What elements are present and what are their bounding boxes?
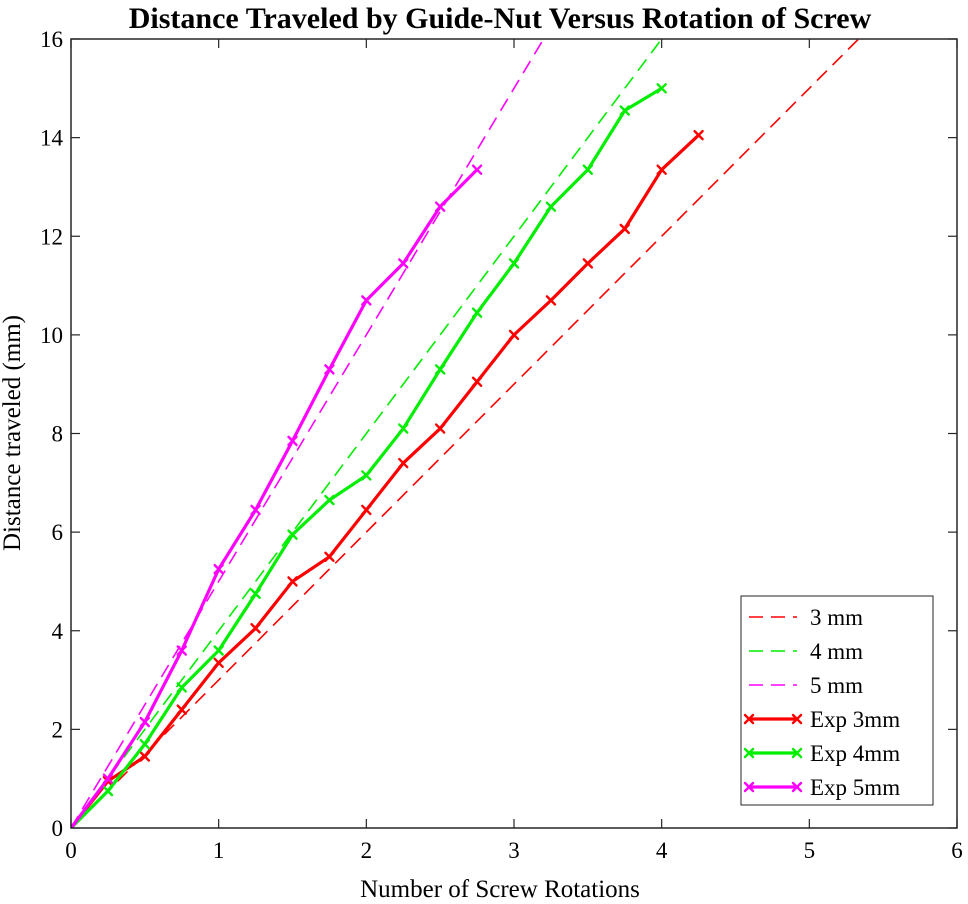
data-point [361,504,372,516]
data-point [471,376,483,387]
y-tick-label: 12 [40,224,63,249]
data-point [324,364,335,375]
series-4-mm [71,39,663,828]
x-axis-ticks: 0 1 2 3 4 5 6 [65,39,963,863]
legend-label: Exp 3mm [810,707,900,732]
legend-entry-exp-5mm: Exp 5mm [743,775,900,800]
legend-entry-4-mm: 4 mm [749,639,863,664]
data-point [102,785,114,797]
series-line-exp-5mm [71,168,479,828]
data-point [619,223,630,235]
y-tick-label: 4 [52,619,64,644]
legend-marker-end [791,713,803,725]
legend-label: 4 mm [810,639,863,664]
series-line-3-mm [71,39,860,828]
data-point [471,164,483,175]
y-tick-label: 6 [52,520,64,545]
data-point [139,738,151,750]
legend-entry-exp-4mm: Exp 4mm [743,741,900,766]
series-line-exp-3mm [71,133,700,828]
data-point [545,201,557,212]
data-point [139,716,151,728]
data-point [102,773,114,784]
data-point [434,364,446,375]
data-point [250,623,261,634]
legend-label: 3 mm [810,605,863,630]
data-point [434,201,446,212]
data-point [324,551,335,562]
legend-label: Exp 5mm [810,775,900,800]
data-point [287,576,298,587]
x-tick-label: 2 [361,838,373,863]
legend-entry-exp-3mm: Exp 3mm [743,707,900,732]
legend-label: Exp 4mm [810,741,900,766]
data-point [619,105,630,116]
data-point [361,295,372,306]
y-tick-label: 2 [52,717,64,742]
y-tick-label: 16 [40,27,63,52]
x-tick-label: 5 [804,838,816,863]
x-axis-label: Number of Screw Rotations [360,876,640,899]
y-tick-label: 8 [52,422,64,447]
data-point [434,423,446,434]
y-axis-label: Distance traveled (mm) [0,315,26,551]
data-point [582,258,594,269]
legend-marker-start [743,781,755,793]
y-axis-ticks: 0 2 4 6 8 10 12 14 16 [40,27,957,841]
data-point [213,645,224,656]
legend-entry-3-mm: 3 mm [749,605,863,630]
data-point [656,164,667,175]
legend-box [740,595,934,806]
legend-marker-end [791,781,803,793]
series-3-mm [71,39,860,828]
data-point [250,588,261,599]
x-tick-label: 3 [508,838,520,863]
y-tick-label: 10 [40,323,63,348]
data-point [176,645,187,656]
x-tick-label: 4 [656,838,668,863]
data-point [656,83,667,94]
series-exp-3mm [71,129,704,828]
y-tick-label: 0 [52,816,64,841]
data-point [176,682,187,693]
series-exp-5mm [71,164,483,828]
data-point [324,494,335,506]
data-point [176,704,187,715]
chart-title: Distance Traveled by Guide-Nut Versus Ro… [129,2,872,35]
x-tick-label: 6 [951,838,963,863]
data-point [213,657,224,669]
data-point [508,258,520,269]
data-point [693,129,704,141]
legend-entries: 3 mm 4 mm 5 mm Exp 3mm Exp 4mm Exp 5mm [743,605,900,800]
legend-marker-end [791,747,803,759]
data-point [398,457,409,469]
data-point [287,529,298,540]
legend-entry-5-mm: 5 mm [749,673,863,698]
data-point [71,822,77,828]
data-point [471,307,483,318]
data-point [545,295,557,306]
y-tick-label: 14 [40,126,64,151]
x-tick-label: 0 [65,838,77,863]
data-point [398,258,409,269]
data-point [287,435,298,447]
data-point [398,423,409,434]
data-point [508,329,520,341]
data-point [361,470,372,481]
series-line-4-mm [71,39,663,828]
legend-label: 5 mm [810,673,863,698]
data-point [250,504,261,516]
series-layer [71,39,860,828]
data-point [139,751,151,762]
legend-marker-start [743,747,755,759]
legend-marker-start [743,713,755,725]
x-tick-label: 1 [213,838,225,863]
legend: 3 mm 4 mm 5 mm Exp 3mm Exp 4mm Exp 5mm [740,595,934,806]
data-point [582,164,594,175]
data-point [213,563,224,575]
